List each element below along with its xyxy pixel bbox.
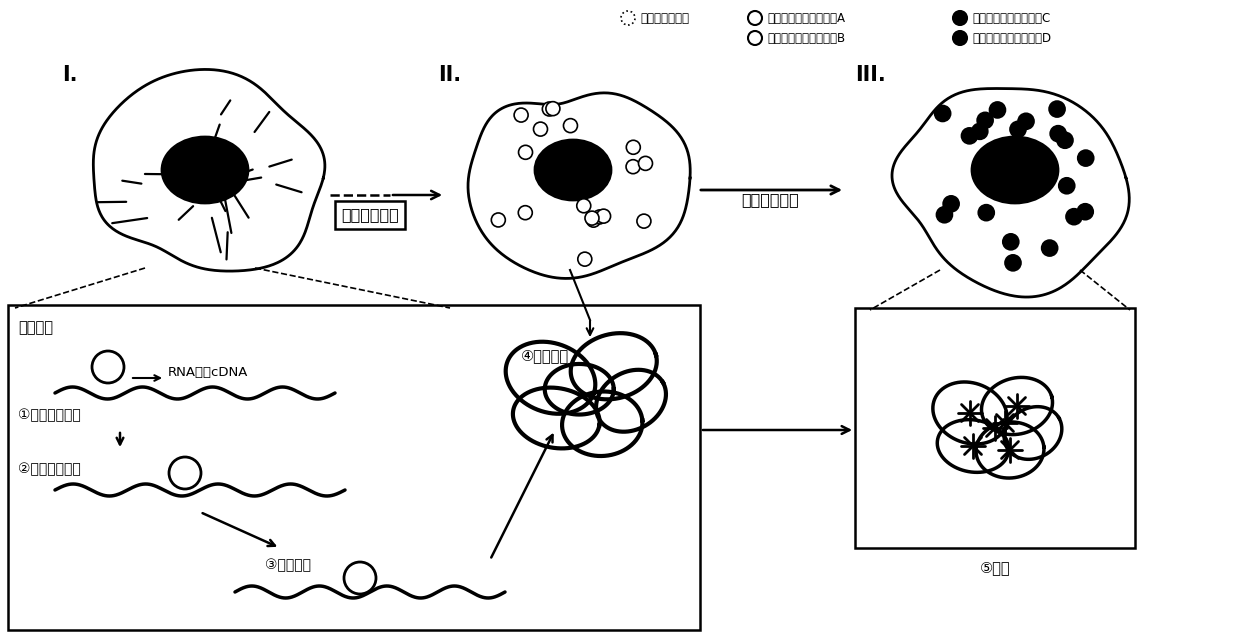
Polygon shape	[1004, 406, 1062, 459]
Circle shape	[978, 112, 994, 128]
Circle shape	[990, 102, 1006, 118]
Circle shape	[169, 457, 201, 489]
Polygon shape	[545, 364, 613, 415]
Text: 扩增产物标记荧光探针B: 扩增产物标记荧光探针B	[767, 31, 845, 45]
Polygon shape	[571, 333, 657, 399]
Bar	[855, 308, 1135, 548]
Circle shape	[597, 209, 611, 223]
Circle shape	[92, 351, 124, 383]
Circle shape	[971, 124, 987, 140]
Circle shape	[1010, 121, 1026, 138]
Circle shape	[1059, 178, 1074, 194]
Polygon shape	[468, 93, 690, 278]
Text: I.: I.	[62, 65, 78, 85]
Circle shape	[1078, 150, 1094, 166]
Circle shape	[1005, 255, 1021, 271]
Circle shape	[626, 160, 641, 174]
Polygon shape	[596, 370, 665, 432]
Text: 扩增产物标记荧光探针A: 扩增产物标记荧光探针A	[767, 11, 845, 24]
Text: ②锁式探针连接: ②锁式探针连接	[19, 462, 81, 476]
Circle shape	[961, 128, 978, 144]
Circle shape	[937, 207, 953, 223]
Polygon shape	[513, 387, 600, 448]
Polygon shape	[563, 392, 643, 456]
Circle shape	[344, 562, 375, 594]
Polygon shape	[981, 377, 1052, 434]
Bar	[7, 305, 700, 630]
Circle shape	[543, 102, 556, 116]
Polygon shape	[933, 382, 1007, 444]
Polygon shape	[506, 341, 595, 414]
Circle shape	[638, 156, 653, 170]
Circle shape	[1002, 234, 1018, 250]
Ellipse shape	[973, 137, 1058, 203]
Circle shape	[1018, 113, 1035, 129]
Circle shape	[518, 206, 533, 220]
Text: ④滚环扩增: ④滚环扩增	[520, 348, 569, 363]
Circle shape	[514, 108, 528, 122]
Polygon shape	[93, 69, 325, 271]
Text: ①锁式探针杂交: ①锁式探针杂交	[19, 408, 81, 422]
Circle shape	[519, 145, 533, 159]
Circle shape	[953, 31, 966, 45]
Circle shape	[577, 252, 592, 266]
Circle shape	[564, 118, 577, 132]
Ellipse shape	[535, 140, 611, 200]
Circle shape	[934, 106, 950, 122]
Circle shape	[953, 11, 966, 25]
Circle shape	[492, 213, 506, 227]
Circle shape	[979, 204, 994, 220]
Polygon shape	[976, 422, 1044, 478]
Circle shape	[1049, 101, 1066, 117]
Circle shape	[586, 213, 601, 227]
Text: 扩增产物标记荧光探针D: 扩增产物标记荧光探针D	[973, 31, 1051, 45]
Circle shape	[943, 196, 959, 212]
Text: 检测探针杂交: 检测探针杂交	[741, 192, 799, 208]
Circle shape	[585, 211, 598, 225]
Circle shape	[534, 122, 548, 136]
Circle shape	[637, 214, 650, 228]
Circle shape	[1066, 209, 1082, 225]
Text: ⑤检测: ⑤检测	[980, 560, 1010, 575]
Text: II.: II.	[439, 65, 461, 85]
Ellipse shape	[162, 137, 248, 203]
Circle shape	[592, 210, 607, 224]
Circle shape	[1077, 204, 1093, 220]
Circle shape	[546, 102, 560, 116]
Text: ③引物杂交: ③引物杂交	[265, 558, 311, 572]
Polygon shape	[892, 89, 1129, 297]
Text: III.: III.	[855, 65, 886, 85]
Text: 扩增产物未标记: 扩增产物未标记	[641, 11, 689, 24]
Text: RNA或者cDNA: RNA或者cDNA	[169, 366, 248, 380]
Polygon shape	[937, 420, 1009, 473]
Circle shape	[576, 199, 591, 213]
Circle shape	[626, 140, 641, 154]
Circle shape	[1042, 240, 1058, 256]
Circle shape	[1051, 125, 1067, 141]
Text: 锁式探针: 锁式探针	[19, 320, 53, 335]
Text: 锁式探针反应: 锁式探针反应	[341, 208, 399, 222]
Circle shape	[1057, 132, 1073, 148]
Text: 扩增产物标记荧光探针C: 扩增产物标记荧光探针C	[973, 11, 1051, 24]
